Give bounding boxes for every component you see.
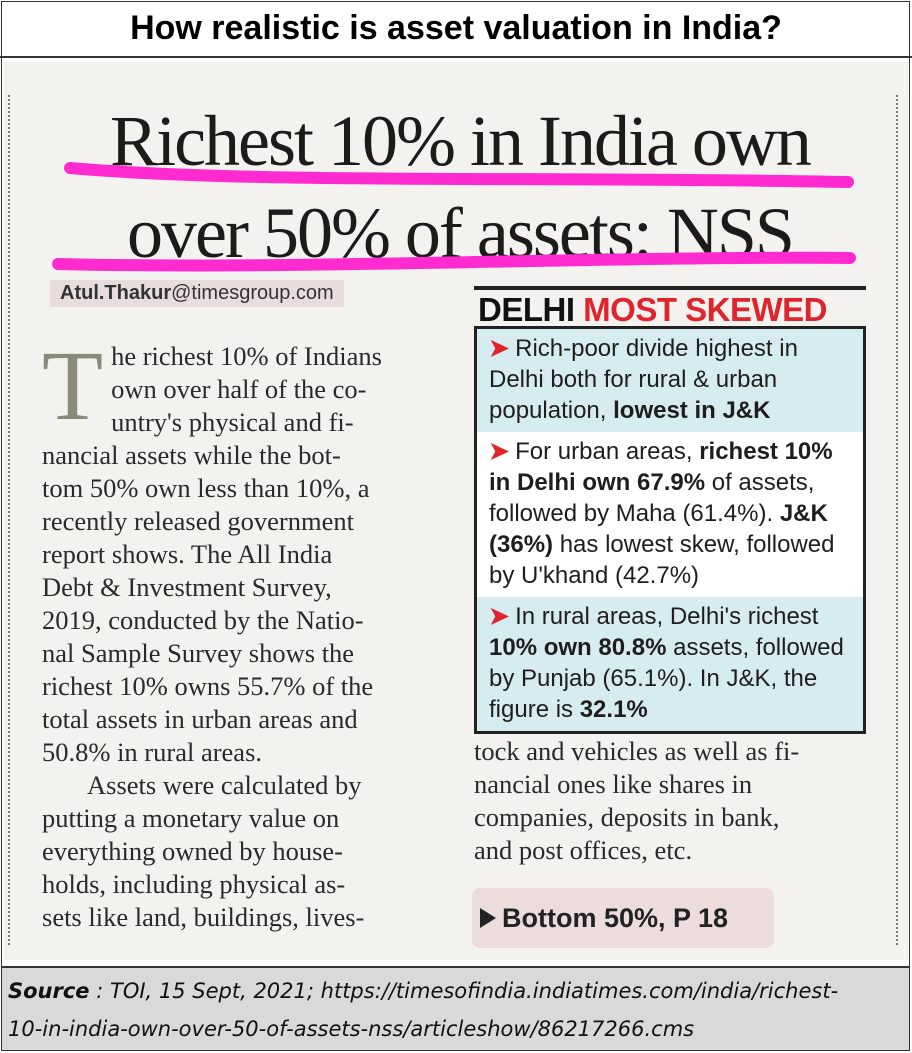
- text-line: companies, deposits in bank,: [474, 802, 780, 832]
- sidebar-item-3: ➤ In rural areas, Delhi's richest 10% own…: [477, 597, 863, 731]
- text-line: 50.8% in rural areas.: [42, 737, 263, 767]
- headline-line-1: Richest 10% in India own: [110, 101, 812, 181]
- text-line: everything owned by house-: [42, 836, 343, 866]
- highlight-stroke-2: [52, 251, 856, 272]
- pointer-text: Bottom 50%, P 18: [502, 902, 729, 933]
- text-line: Debt & Investment Survey,: [42, 572, 332, 602]
- text-line: 2019, conducted by the Natio-: [42, 605, 364, 635]
- item-text: In rural areas, Delhi's richest: [515, 603, 819, 630]
- dotted-border-right: [896, 95, 898, 945]
- byline: Atul.Thakur@timesgroup.com: [50, 280, 344, 307]
- dotted-border-left: [8, 95, 10, 945]
- sidebar-title-black: DELHI: [478, 291, 584, 328]
- text-line: nancial assets while the bot-: [42, 440, 341, 470]
- item-bold: lowest in J&K: [613, 397, 771, 424]
- source-line-1: Source : TOI, 15 Sept, 2021; https://tim…: [8, 972, 903, 1010]
- text-line: tock and vehicles as well as fi-: [474, 736, 800, 766]
- sidebar-box: DELHI MOST SKEWED ➤ Rich-poor divide high…: [474, 286, 866, 734]
- arrow-icon: ➤: [489, 603, 510, 630]
- text-line: sets like land, buildings, lives-: [42, 902, 365, 932]
- item-bold: 10% own 80.8%: [489, 634, 667, 661]
- text-line: Assets were calculated by: [87, 770, 362, 800]
- item-text: For urban areas,: [515, 438, 700, 465]
- byline-email: @timesgroup.com: [171, 282, 334, 304]
- paragraph-1: T he richest 10% of Indians own over hal…: [42, 330, 437, 769]
- text-line: putting a monetary value on: [42, 803, 340, 833]
- source-line-2: 10-in-india-own-over-50-of-assets-nss/ar…: [8, 1017, 695, 1041]
- paragraph-2: Assets were calculated by putting a mone…: [42, 769, 437, 934]
- text-line: nancial ones like shares in: [474, 769, 753, 799]
- source-citation: Source : TOI, 15 Sept, 2021; https://tim…: [2, 966, 909, 1050]
- drop-cap: T: [42, 330, 104, 441]
- item-text: assets, followed by Punjab (65.1%). In J…: [489, 634, 844, 723]
- text-line: report shows. The All India: [42, 539, 333, 569]
- text-line: he richest 10% of Indians: [111, 341, 382, 371]
- text-line: nal Sample Survey shows the: [42, 638, 355, 668]
- text-line: and post offices, etc.: [474, 835, 693, 865]
- text-line: untry's physical and fi-: [111, 407, 354, 437]
- item-text: has lowest skew, followed by U'khand (42…: [489, 531, 835, 589]
- play-arrow-icon: [480, 908, 496, 928]
- item-bold: 32.1%: [579, 696, 648, 723]
- text-line: total assets in urban areas and: [42, 704, 358, 734]
- text-line: recently released government: [42, 506, 354, 536]
- arrow-icon: ➤: [489, 438, 510, 465]
- arrow-icon: ➤: [489, 335, 510, 362]
- sidebar-item-1: ➤ Rich-poor divide highest in Delhi both …: [477, 329, 863, 432]
- source-label: Source: [8, 979, 90, 1003]
- highlighter-underlines: [52, 162, 856, 272]
- text-line: holds, including physical as-: [42, 869, 346, 899]
- text-line: tom 50% own less than 10%, a: [42, 473, 370, 503]
- source-text-1: : TOI, 15 Sept, 2021; https://timesofind…: [89, 979, 839, 1003]
- article-continuation: tock and vehicles as well as fi- nancial…: [474, 735, 869, 867]
- sidebar-content: ➤ Rich-poor divide highest in Delhi both …: [474, 326, 866, 734]
- item-text: Rich-poor divide highest in Delhi both f…: [489, 335, 798, 424]
- byline-name: Atul.Thakur: [60, 282, 172, 304]
- article-body: T he richest 10% of Indians own over hal…: [42, 330, 437, 934]
- continued-pointer: Bottom 50%, P 18: [472, 888, 774, 948]
- sidebar-item-2: ➤ For urban areas, richest 10% in Delhi o…: [477, 432, 863, 597]
- item-bold: richest 10% in Delhi own 67.9%: [489, 438, 833, 496]
- page-title: How realistic is asset valuation in Indi…: [0, 0, 912, 58]
- text-line: own over half of the co-: [111, 374, 367, 404]
- sidebar-title-red: MOST SKEWED: [583, 291, 828, 328]
- text-line: richest 10% owns 55.7% of the: [42, 671, 374, 701]
- sidebar-title: DELHI MOST SKEWED: [474, 286, 866, 328]
- item-text: of assets, followed by Maha (61.4%).: [489, 469, 815, 527]
- item-bold: J&K (36%): [489, 500, 828, 558]
- highlight-stroke-1: [64, 162, 854, 188]
